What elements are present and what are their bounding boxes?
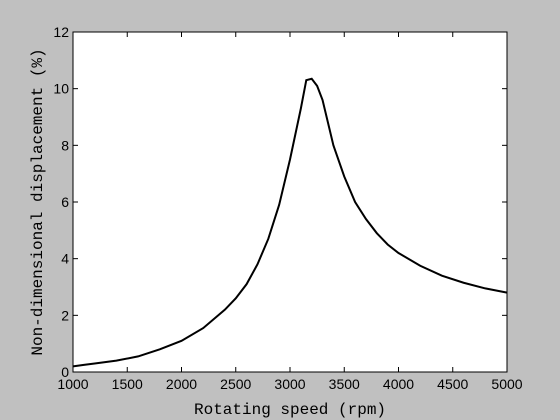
y-tick-label: 8 [61,137,69,153]
y-tick-label: 0 [61,364,69,380]
y-tick-label: 4 [61,251,69,267]
x-tick-label: 1000 [57,376,88,392]
y-axis-label: Non-dimensional displacement (%) [29,48,47,355]
x-tick-label: 5000 [491,376,522,392]
x-axis-label: Rotating speed (rpm) [194,401,386,419]
x-tick-label: 2000 [166,376,197,392]
x-tick-label: 1500 [112,376,143,392]
x-tick-label: 2500 [220,376,251,392]
x-tick-label: 3000 [274,376,305,392]
plot-area [72,31,508,373]
x-tick-label: 4000 [383,376,414,392]
x-tick-label: 4500 [437,376,468,392]
y-tick-label: 6 [61,194,69,210]
x-tick-label: 3500 [329,376,360,392]
data-line [72,77,508,368]
y-tick-label: 2 [61,307,69,323]
y-tick-label: 12 [53,24,69,40]
y-tick-label: 10 [53,81,69,97]
